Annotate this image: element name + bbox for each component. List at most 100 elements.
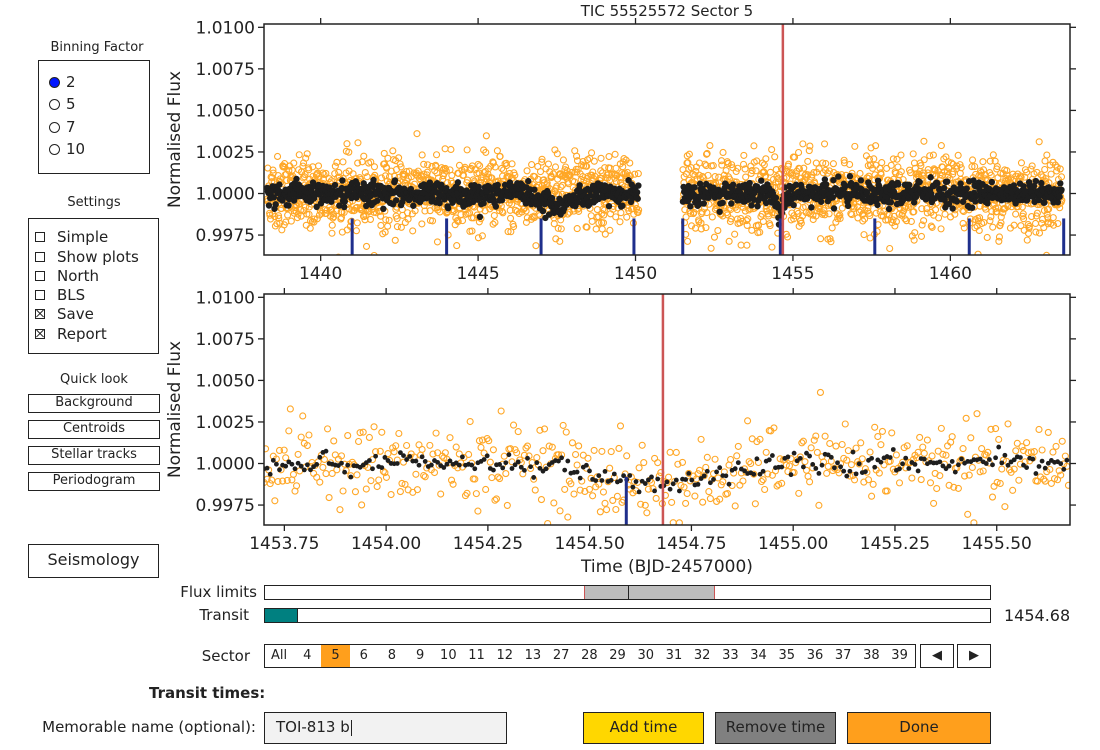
raw-flux-point <box>466 417 474 426</box>
raw-flux-point <box>377 174 386 182</box>
raw-flux-point <box>797 219 805 227</box>
binned-flux-point <box>531 186 538 193</box>
binned-flux-point <box>341 203 348 211</box>
flux-limits-slider[interactable] <box>264 585 991 600</box>
binned-flux-point <box>959 456 964 462</box>
raw-flux-point <box>920 449 928 457</box>
settings-save[interactable]: Save <box>35 305 94 323</box>
raw-flux-point <box>643 509 651 517</box>
settings-north[interactable]: North <box>35 267 99 285</box>
transit-slider[interactable] <box>264 608 991 623</box>
flux-limits-range[interactable] <box>584 586 715 599</box>
background-button[interactable]: Background <box>28 394 160 413</box>
sector-32[interactable]: 32 <box>693 648 711 663</box>
sector-5[interactable]: 5 <box>321 645 350 667</box>
raw-flux-point <box>748 226 756 234</box>
raw-flux-point <box>381 469 389 477</box>
sector-8[interactable]: 8 <box>387 648 397 663</box>
raw-flux-point <box>797 216 805 224</box>
binning-option-10[interactable]: 10 <box>49 140 85 158</box>
periodogram-button[interactable]: Periodogram <box>28 472 160 491</box>
raw-flux-point <box>606 226 614 234</box>
sector-29[interactable]: 29 <box>609 648 626 663</box>
settings-report[interactable]: Report <box>35 325 107 343</box>
binned-flux-point <box>633 189 641 196</box>
raw-flux-point <box>874 432 882 441</box>
binned-flux-point <box>830 176 837 184</box>
raw-flux-point <box>909 150 917 158</box>
lightcurve-charts[interactable]: 1.01001.00751.00501.00251.00000.99751440… <box>0 0 1100 590</box>
sector-38[interactable]: 38 <box>863 648 880 663</box>
sector-33[interactable]: 33 <box>722 648 739 663</box>
binned-flux-point <box>636 489 642 495</box>
binning-option-7[interactable]: 7 <box>49 118 76 136</box>
centroids-button[interactable]: Centroids <box>28 420 160 439</box>
binned-flux-point <box>290 197 298 204</box>
sector-prev-button[interactable]: ◀ <box>920 644 954 668</box>
raw-flux-point <box>920 137 928 145</box>
raw-flux-point <box>1030 448 1038 456</box>
raw-flux-point <box>744 417 752 425</box>
raw-flux-point <box>613 492 621 500</box>
binned-flux-point <box>295 460 301 466</box>
raw-flux-point <box>728 161 736 169</box>
flux-limits-handle[interactable] <box>627 586 629 599</box>
raw-flux-point <box>1033 168 1041 177</box>
binned-flux-point <box>506 452 512 458</box>
plot-frame <box>263 23 1071 256</box>
raw-flux-point <box>382 473 391 481</box>
sector-36[interactable]: 36 <box>806 648 824 663</box>
binned-flux-point <box>885 205 893 213</box>
sector-37[interactable]: 37 <box>834 648 852 663</box>
binning-option-5[interactable]: 5 <box>49 95 76 113</box>
settings-bls[interactable]: BLS <box>35 286 85 304</box>
raw-flux-point <box>490 211 498 220</box>
raw-flux-point <box>850 203 858 211</box>
raw-flux-point <box>999 209 1007 217</box>
sector-12[interactable]: 12 <box>496 648 513 663</box>
raw-flux-point <box>926 152 934 160</box>
binned-flux-point <box>1036 464 1042 469</box>
sector-4[interactable]: 4 <box>303 648 312 663</box>
sector-10[interactable]: 10 <box>440 648 457 663</box>
raw-flux-point <box>499 209 507 217</box>
raw-flux-point <box>477 443 485 452</box>
stellar-tracks-button[interactable]: Stellar tracks <box>28 446 160 465</box>
sector-13[interactable]: 13 <box>524 648 542 663</box>
raw-flux-point <box>682 499 690 507</box>
done-button[interactable]: Done <box>847 712 991 744</box>
sector-35[interactable]: 35 <box>778 648 796 663</box>
raw-flux-point <box>343 140 351 148</box>
raw-flux-point <box>817 235 825 243</box>
raw-flux-point <box>889 216 897 224</box>
sector-34[interactable]: 34 <box>750 648 767 663</box>
binned-flux-point <box>577 475 583 481</box>
add-time-button[interactable]: Add time <box>583 712 704 744</box>
sector-39[interactable]: 39 <box>891 648 908 663</box>
sector-30[interactable]: 30 <box>637 648 655 663</box>
sector-next-button[interactable]: ▶ <box>957 644 991 668</box>
binned-flux-point <box>627 473 633 478</box>
sector-all[interactable]: All <box>271 648 288 663</box>
settings-show-plots[interactable]: Show plots <box>35 248 139 266</box>
raw-flux-point <box>597 154 605 162</box>
sector-27[interactable]: 27 <box>552 648 570 663</box>
seismology-button[interactable]: Seismology <box>28 544 159 578</box>
sector-11[interactable]: 11 <box>468 648 485 663</box>
sector-9[interactable]: 9 <box>415 648 425 663</box>
raw-flux-point <box>895 479 904 487</box>
raw-flux-point <box>852 444 860 452</box>
raw-flux-point <box>986 217 994 225</box>
settings-simple[interactable]: Simple <box>35 228 108 246</box>
memorable-name-input[interactable]: TOI-813 b <box>264 712 507 744</box>
raw-flux-point <box>1013 439 1021 447</box>
remove-time-button[interactable]: Remove time <box>715 712 836 744</box>
sector-28[interactable]: 28 <box>581 648 598 663</box>
binning-option-2[interactable]: 2 <box>49 73 76 91</box>
raw-flux-point <box>891 222 899 230</box>
raw-flux-point <box>491 496 499 504</box>
raw-flux-point <box>997 213 1005 221</box>
sector-6[interactable]: 6 <box>359 648 368 663</box>
raw-flux-point <box>1019 210 1027 218</box>
sector-31[interactable]: 31 <box>665 648 683 663</box>
